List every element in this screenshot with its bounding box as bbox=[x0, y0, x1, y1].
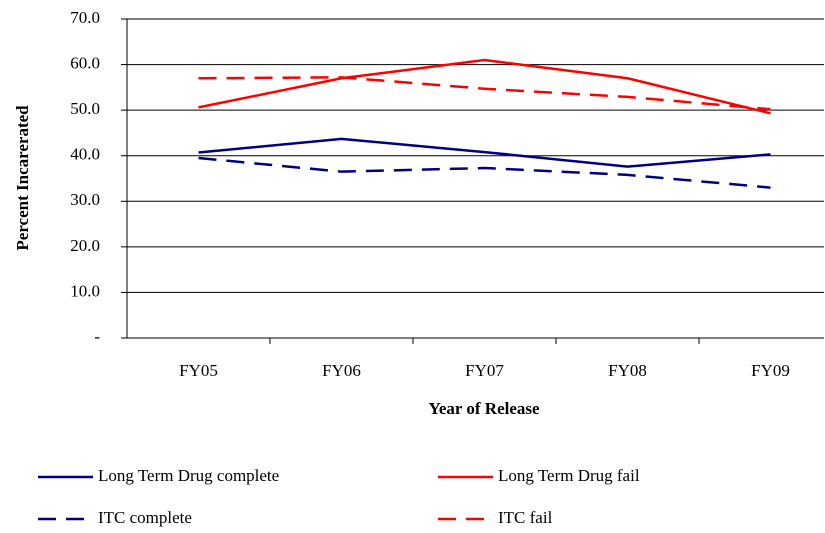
series-line bbox=[198, 137, 771, 168]
y-tick-label: 10.0 bbox=[70, 281, 100, 300]
y-tick-label: 30.0 bbox=[70, 190, 100, 209]
series-line bbox=[198, 156, 771, 189]
y-tick-label: 20.0 bbox=[70, 236, 100, 255]
legend-label: ITC complete bbox=[98, 508, 192, 527]
x-tick-label: FY08 bbox=[608, 361, 647, 380]
y-tick-label: 50.0 bbox=[70, 99, 100, 118]
x-tick-label: FY05 bbox=[179, 361, 218, 380]
y-tick-label: - bbox=[94, 327, 100, 346]
series-line bbox=[198, 58, 771, 115]
series-line bbox=[198, 76, 771, 111]
legend-label: Long Term Drug complete bbox=[98, 466, 279, 485]
y-tick-label: 40.0 bbox=[70, 145, 100, 164]
x-tick-label: FY06 bbox=[322, 361, 361, 380]
y-tick-label: 60.0 bbox=[70, 53, 100, 72]
y-tick-label: 70.0 bbox=[70, 8, 100, 27]
x-axis-title: Year of Release bbox=[428, 399, 540, 418]
x-tick-label: FY07 bbox=[465, 361, 504, 380]
legend-label: ITC fail bbox=[498, 508, 553, 527]
x-tick-label: FY09 bbox=[751, 361, 790, 380]
legend-label: Long Term Drug fail bbox=[498, 466, 640, 485]
y-axis-title: Percent Incarerated bbox=[13, 105, 32, 251]
